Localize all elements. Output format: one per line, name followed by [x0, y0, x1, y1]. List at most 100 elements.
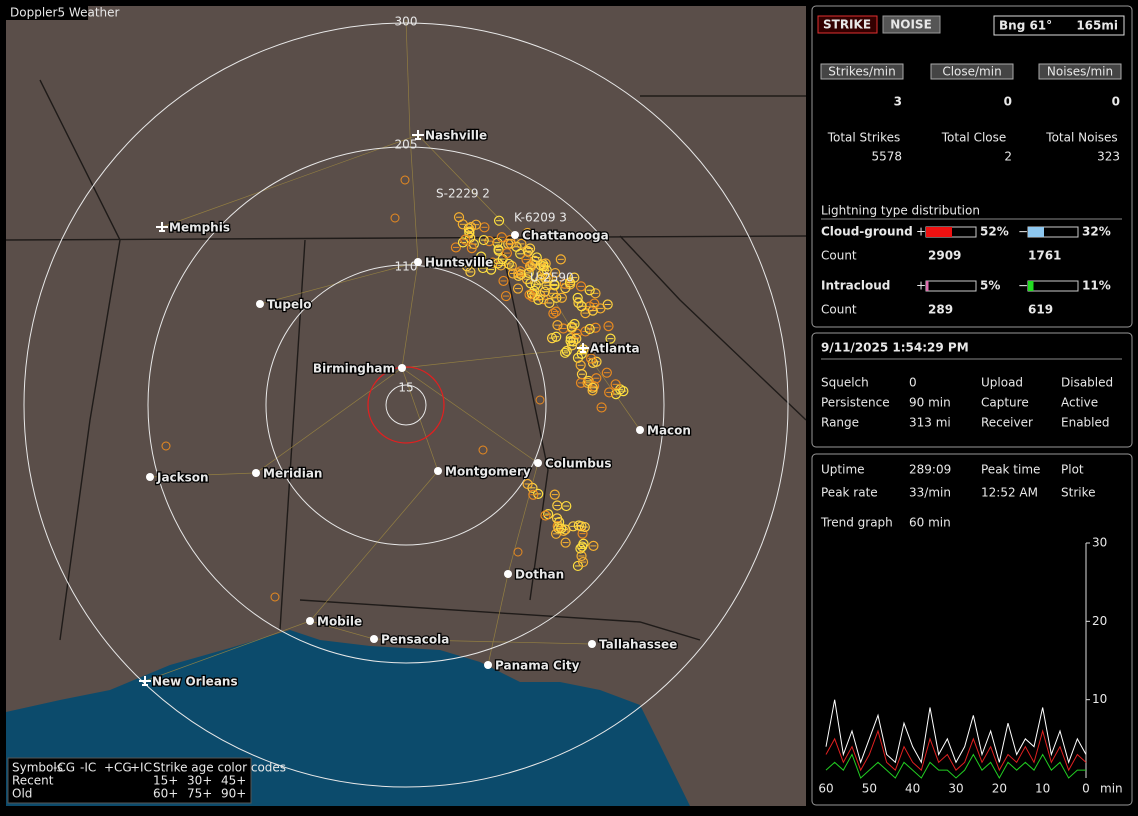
strike-symbol	[546, 332, 558, 344]
city-dot	[252, 469, 260, 477]
strike-symbol	[528, 489, 539, 500]
legend-header: Strike age color codes	[153, 761, 286, 775]
count: 2909	[928, 249, 961, 263]
strike-symbol	[450, 242, 461, 253]
setting-value: 90 min	[909, 396, 951, 410]
city-dot	[306, 617, 314, 625]
strike-button-label: STRIKE	[823, 18, 871, 32]
city-dot	[414, 258, 422, 266]
strike-symbol	[478, 445, 488, 455]
rate-value: 0	[1004, 95, 1012, 109]
strike-symbol	[566, 321, 577, 332]
x-tick-label: 10	[1035, 782, 1050, 796]
sign: −	[1018, 225, 1028, 239]
distance: 165mi	[1076, 19, 1118, 33]
city-label: Mobile	[317, 615, 362, 629]
legend-header: +CG	[104, 761, 132, 775]
bearing-box	[993, 15, 1125, 36]
strike-symbol	[524, 289, 535, 300]
panel	[811, 332, 1133, 448]
count: 619	[1028, 303, 1053, 317]
bar-track	[1027, 280, 1079, 292]
strike-symbol	[571, 328, 582, 339]
city-dot	[256, 300, 264, 308]
strike-symbol	[501, 247, 513, 259]
strike-symbol	[512, 283, 524, 294]
total-label: Total Noises	[1045, 131, 1117, 145]
noise-button[interactable]	[882, 15, 941, 34]
strike-symbol	[590, 288, 601, 299]
strike-symbol	[552, 500, 563, 511]
setting-label: Capture	[981, 396, 1029, 410]
sensor-label: U-2590	[530, 271, 574, 285]
legend-header: -CG	[53, 761, 75, 775]
age-code: 45+	[221, 774, 246, 788]
panel	[811, 453, 1133, 806]
sensor-label: K-6209 3	[514, 211, 567, 225]
strike-symbol	[465, 266, 476, 278]
strike-symbol	[484, 236, 495, 247]
x-tick-label: 0	[1082, 782, 1090, 796]
strike-symbol	[577, 528, 588, 539]
x-tick-label: 60	[818, 782, 833, 796]
age-code: 75+	[187, 787, 212, 801]
legend-box	[7, 757, 252, 804]
strike-symbol	[551, 331, 562, 342]
strike-symbol	[506, 260, 517, 272]
clock: 9/11/2025 1:54:29 PM	[821, 341, 969, 355]
strike-symbol	[604, 387, 615, 398]
strike-symbol	[575, 281, 587, 292]
strike-symbol	[559, 278, 570, 289]
ring-label: 110	[395, 260, 418, 274]
strike-symbol	[400, 175, 410, 185]
city-label: Tupelo	[267, 298, 312, 312]
city-label: Columbus	[545, 457, 612, 471]
city-label: New Orleans	[152, 675, 238, 689]
strike-symbol	[596, 402, 607, 413]
strike-symbol	[390, 213, 400, 223]
strike-symbol	[551, 513, 563, 524]
strike-symbol	[525, 278, 536, 289]
sign: +	[916, 225, 926, 239]
sensor-label: S-2229 2	[436, 187, 490, 201]
city-label: Huntsville	[425, 256, 493, 270]
strike-button[interactable]	[817, 15, 878, 34]
city-dot	[370, 635, 378, 643]
trend-line	[825, 753, 1086, 780]
count: 1761	[1028, 249, 1061, 263]
strike-symbol	[560, 347, 571, 358]
percent: 52%	[980, 225, 1009, 239]
strike-symbol	[457, 219, 468, 230]
strike-symbol	[544, 297, 555, 309]
rate-label: Strikes/min	[828, 65, 895, 79]
percent: 32%	[1082, 225, 1111, 239]
strike-symbol	[161, 441, 171, 451]
city-label: Panama City	[495, 659, 580, 673]
city-label: Dothan	[515, 568, 564, 582]
city-dot	[588, 640, 596, 648]
strike-symbol	[486, 264, 497, 275]
city-label: Tallahassee	[599, 638, 677, 652]
strike-symbol	[576, 550, 587, 562]
noise-button-label: NOISE	[890, 18, 932, 32]
setting-value: Disabled	[1061, 376, 1113, 390]
strike-symbol	[601, 367, 612, 378]
stat-text: 289:09	[909, 463, 951, 477]
legend-header: Symbols	[12, 761, 63, 775]
distribution-label: Count	[821, 303, 857, 317]
city-label: Jackson	[156, 471, 209, 485]
strike-symbol	[541, 280, 552, 291]
trend-line	[825, 729, 1087, 772]
setting-value: Enabled	[1061, 416, 1110, 430]
strike-symbol	[560, 537, 571, 548]
strike-symbol	[523, 267, 534, 278]
strike-symbol	[610, 379, 621, 390]
strike-symbol	[565, 335, 576, 347]
stat-text: Peak rate	[821, 486, 878, 500]
setting-label: Receiver	[981, 416, 1033, 430]
city-label: Macon	[647, 424, 691, 438]
strike-symbol	[548, 308, 559, 319]
x-tick-label: 20	[992, 782, 1007, 796]
strike-symbol	[457, 237, 469, 248]
